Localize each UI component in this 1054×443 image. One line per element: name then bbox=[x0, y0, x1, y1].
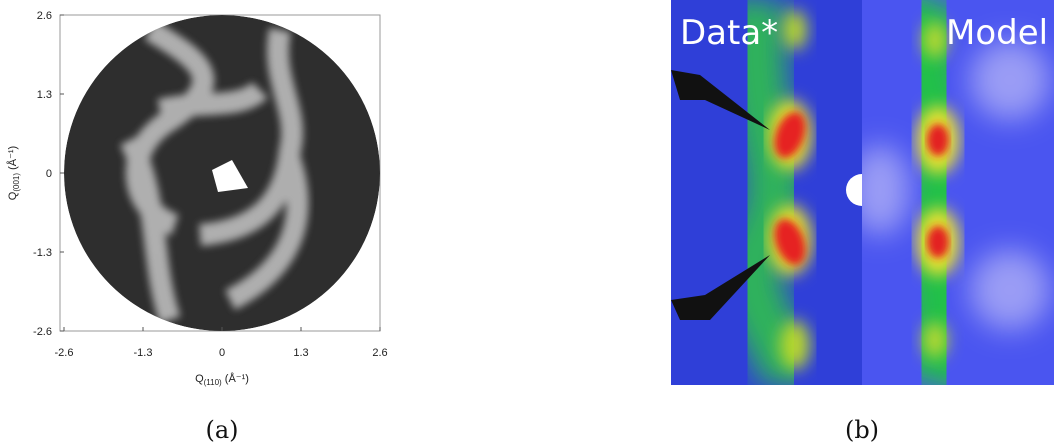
y-tick-label: 0 bbox=[46, 168, 52, 180]
y-tick-label: 2.6 bbox=[37, 10, 52, 22]
x-tick-label: 1.3 bbox=[293, 347, 308, 359]
y-axis-label: Q(001) (Å⁻¹) bbox=[6, 146, 21, 200]
x-tick-label: 2.6 bbox=[372, 347, 387, 359]
unit: (Å⁻¹) bbox=[6, 146, 19, 173]
image-label: Data* bbox=[680, 13, 778, 53]
x-tick-label: 0 bbox=[219, 347, 225, 359]
image-label: Model bbox=[946, 13, 1048, 53]
x-tick-label: -1.3 bbox=[134, 347, 153, 359]
y-tick-label: 1.3 bbox=[37, 89, 52, 101]
unit: (Å⁻¹) bbox=[222, 372, 249, 385]
y-tick-label: -1.3 bbox=[33, 247, 52, 259]
heatmap bbox=[64, 15, 380, 331]
symbol: Q bbox=[7, 191, 19, 200]
x-axis-label: Q(110) (Å⁻¹) bbox=[195, 372, 249, 387]
model-image bbox=[862, 0, 1054, 385]
symbol: Q bbox=[195, 373, 204, 385]
subscript: (001) bbox=[12, 173, 21, 192]
x-tick-label: -2.6 bbox=[55, 347, 74, 359]
data-image bbox=[671, 0, 862, 385]
subscript: (110) bbox=[204, 378, 222, 387]
y-tick-label: -2.6 bbox=[33, 326, 52, 338]
caption: (b) bbox=[845, 416, 879, 443]
caption: (a) bbox=[205, 416, 238, 443]
